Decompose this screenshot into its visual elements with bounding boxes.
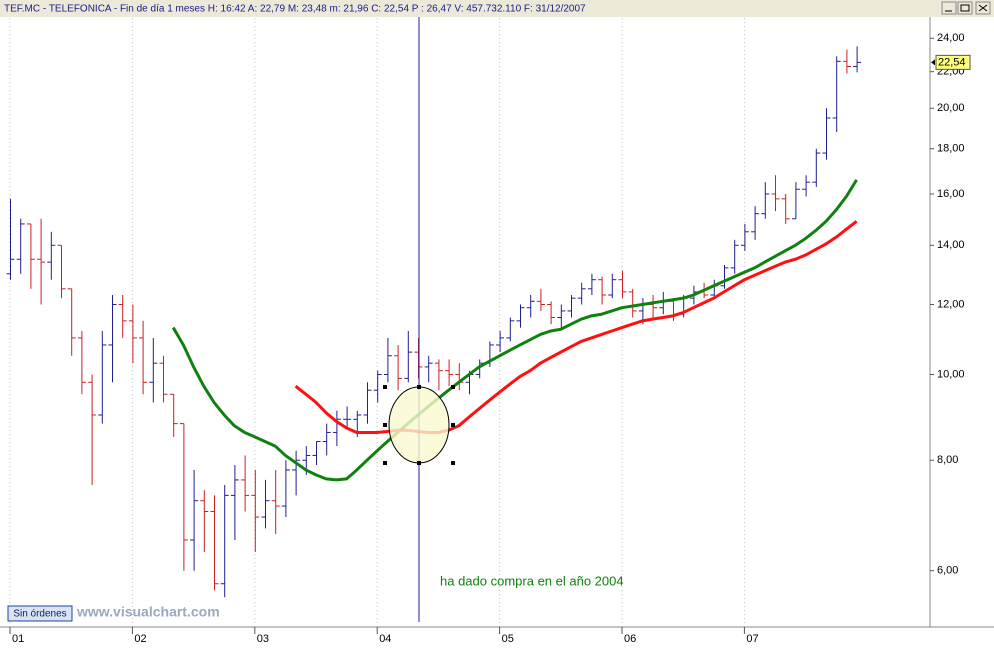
y-tick-label: 24,00 [937,32,965,44]
circle-drawing[interactable] [383,385,455,465]
last-price-box [935,54,971,70]
last-price-label: 22,54 [938,56,966,68]
handle[interactable] [383,423,387,427]
handle[interactable] [451,385,455,389]
watermark: www.visualchart.com [76,604,220,620]
plot-area: 01 02 03 04 05 06 07 6,00 8,00 10,00 12,00 14,00 16,… [6,18,965,645]
x-tick-label: 07 [746,633,758,645]
handle[interactable] [451,423,455,427]
icon [978,4,988,12]
handle[interactable] [417,385,421,389]
handle[interactable] [451,461,455,465]
y-tick-label: 10,00 [937,368,965,380]
y-tick-label: 8,00 [937,454,958,466]
x-tick-label: 03 [257,633,269,645]
chart-title: TEF.MC - TELEFONICA - Fin de día 1 meses… [4,4,586,15]
drawn-circle[interactable] [388,386,450,464]
last-price-pointer [931,59,935,66]
window-controls[interactable] [941,1,991,15]
icon [960,4,970,12]
x-tick-label: 02 [134,633,146,645]
minimize-button[interactable] [941,1,957,15]
y-tick-label: 20,00 [937,102,965,114]
maximize-button[interactable] [957,1,973,15]
annotation: ha dado compra en el año 2004 [440,573,624,588]
handle[interactable] [383,385,387,389]
orders-button-label[interactable]: Sin órdenes [13,609,66,620]
handle[interactable] [417,461,421,465]
y-tick-label: 12,00 [937,298,965,310]
x-tick-label: 06 [624,633,636,645]
y-tick-label: 18,00 [937,143,965,155]
y-tick-label: 6,00 [937,565,958,577]
y-tick-label: 16,00 [937,188,965,200]
x-tick-label: 01 [12,633,24,645]
x-tick-label: 05 [502,633,514,645]
x-tick-label: 04 [379,633,391,645]
y-tick-label: 14,00 [937,239,965,251]
moving-average-line [171,179,858,482]
orders-button[interactable] [7,605,73,622]
handle[interactable] [383,461,387,465]
header-bar [0,0,994,17]
